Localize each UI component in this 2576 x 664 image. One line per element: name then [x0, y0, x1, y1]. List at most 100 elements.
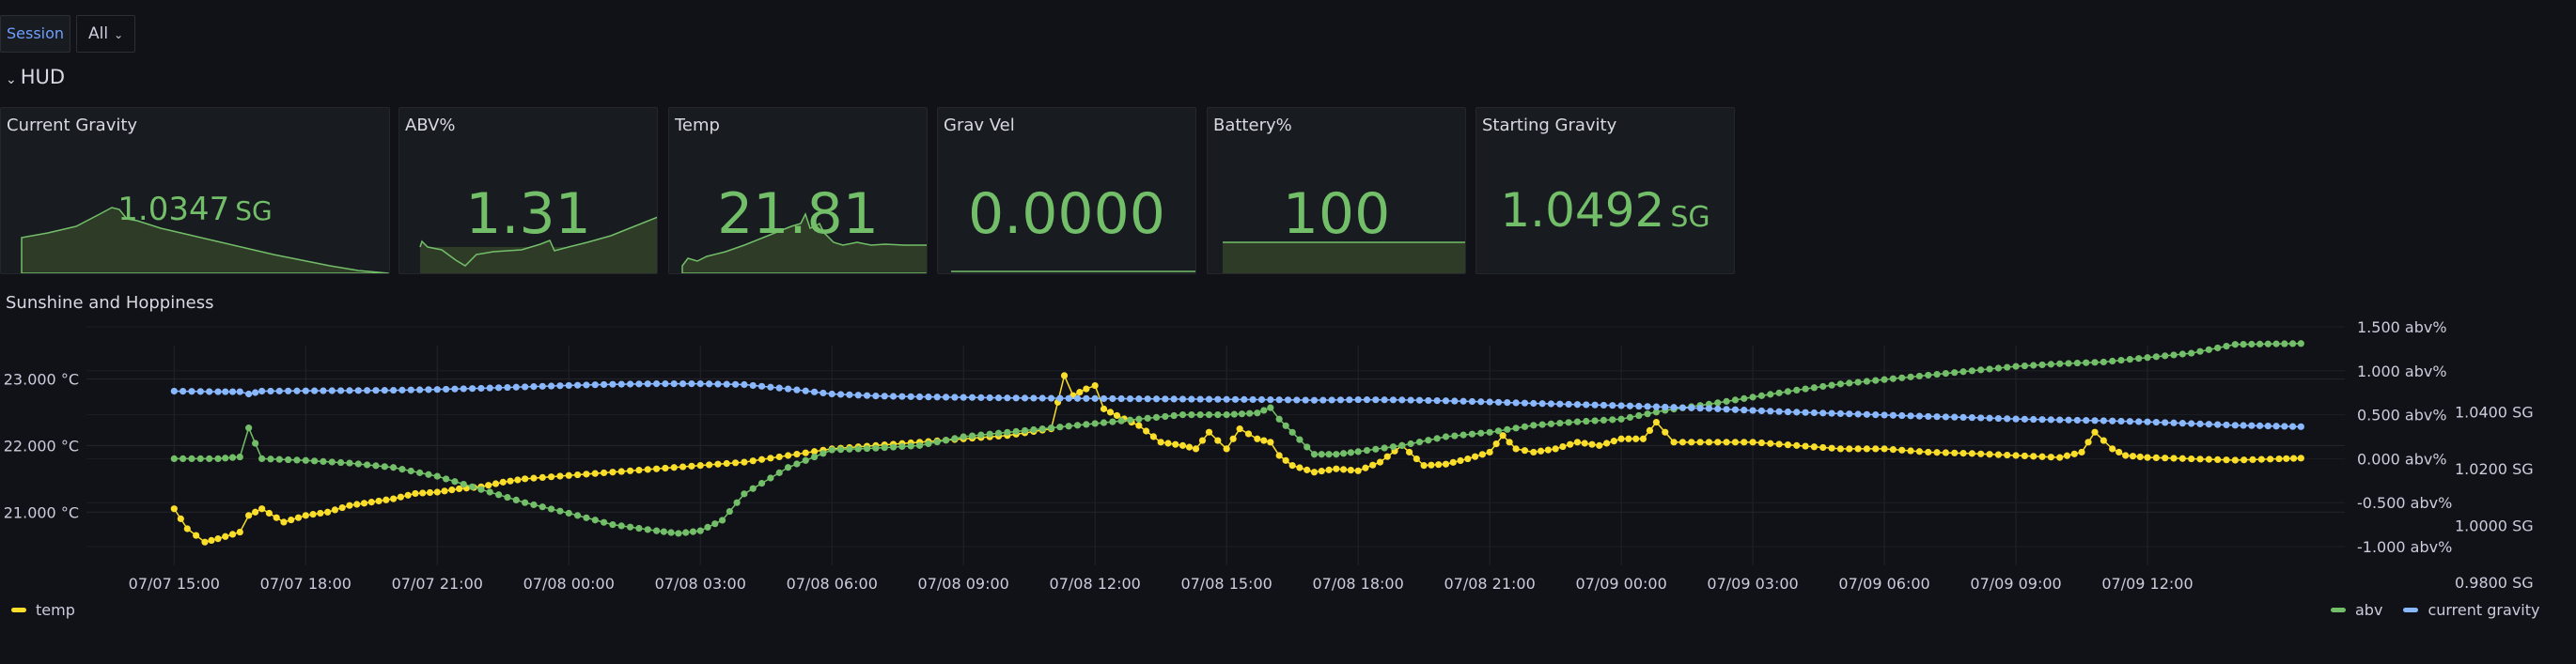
legend-item-current-gravity[interactable]: current gravity	[2403, 601, 2539, 619]
temp-point	[1205, 428, 1213, 436]
abv-point	[1407, 440, 1414, 448]
current-gravity-point	[1583, 401, 1590, 409]
temp-point	[1106, 409, 1115, 416]
temp-point	[2078, 448, 2085, 456]
temp-point	[1100, 405, 1108, 412]
current-gravity-point	[1328, 396, 1335, 404]
abv-point	[2297, 340, 2304, 347]
current-gravity-point	[1951, 413, 1959, 421]
abv-point	[1214, 411, 1222, 419]
temp-point	[670, 464, 678, 471]
current-gravity-point	[285, 387, 292, 394]
current-gravity-point	[1565, 400, 1572, 409]
current-gravity-point	[1986, 414, 1993, 422]
abv-point	[1933, 370, 1941, 378]
temp-point	[280, 518, 288, 526]
temp-point	[2249, 456, 2256, 463]
temp-point	[1530, 448, 1538, 456]
current-gravity-point	[793, 386, 801, 394]
current-gravity-point	[1319, 396, 1327, 404]
abv-point	[1836, 380, 1845, 388]
current-gravity-point	[1802, 409, 1809, 416]
current-gravity-point	[416, 386, 424, 394]
abv-point	[1030, 425, 1038, 434]
stat-value: 0.0000	[968, 181, 1165, 247]
temp-point	[1617, 435, 1625, 442]
abv-point	[1591, 417, 1599, 425]
temp-point	[1369, 461, 1377, 469]
current-gravity-point	[1249, 395, 1257, 404]
abv-point	[741, 490, 748, 498]
temp-point	[1325, 466, 1333, 473]
current-gravity-point	[1346, 396, 1353, 404]
abv-point	[1881, 376, 1888, 383]
temp-point	[1457, 456, 1464, 465]
panel-current-gravity[interactable]: Current Gravity 1.0347 SG	[0, 107, 390, 274]
abv-point	[1942, 370, 1949, 378]
temp-point	[617, 468, 625, 475]
temp-point	[214, 535, 222, 543]
temp-point	[1449, 458, 1457, 466]
current-gravity-point	[626, 380, 634, 388]
panel-abv[interactable]: ABV% 1.31	[398, 107, 658, 274]
abv-point	[1196, 411, 1204, 419]
temp-point	[1581, 440, 1588, 447]
abv-point	[802, 456, 809, 464]
temp-point	[591, 470, 599, 477]
abv-point	[228, 454, 237, 461]
current-gravity-point	[504, 383, 511, 392]
panel-temp[interactable]: Temp 21.81	[668, 107, 928, 274]
current-gravity-point	[1933, 413, 1941, 421]
temp-point	[1435, 461, 1443, 469]
abv-point	[1389, 443, 1397, 451]
temp-point	[2170, 455, 2178, 462]
current-gravity-point	[1231, 395, 1240, 403]
timeseries-chart[interactable]: 07/07 15:00 07/07 18:00 07/07 21:00 07/08 0…	[0, 319, 2576, 629]
current-gravity-point	[1705, 405, 1713, 412]
temp-point	[1696, 439, 1704, 446]
temp-point	[662, 464, 669, 472]
abv-point	[2152, 353, 2160, 361]
abv-point	[836, 446, 845, 454]
temp-point	[390, 495, 398, 502]
temp-point	[1731, 439, 1740, 446]
abv-point	[1223, 411, 1230, 419]
current-gravity-point	[1942, 413, 1949, 421]
gravity-axis-tick-label: 1.0000 SG	[2455, 517, 2534, 534]
session-variable-select[interactable]: All ⌄	[76, 15, 136, 53]
panel-starting-gravity[interactable]: Starting Gravity 1.0492 SG	[1475, 107, 1735, 274]
chevron-down-icon: ⌄	[114, 28, 124, 41]
current-gravity-point	[1012, 394, 1020, 402]
panel-battery[interactable]: Battery% 100	[1207, 107, 1466, 274]
current-gravity-point	[2205, 421, 2212, 428]
gravity-axis-tick-label: 0.9800 SG	[2455, 574, 2534, 592]
x-tick-label: 07/08 03:00	[655, 575, 746, 593]
current-gravity-point	[1600, 401, 1608, 409]
current-gravity-point	[1065, 394, 1072, 402]
temp-point	[309, 511, 317, 518]
current-gravity-point	[228, 388, 237, 395]
current-gravity-point	[495, 384, 503, 392]
abv-point	[1339, 450, 1348, 457]
temp-point	[353, 501, 361, 508]
abv-sparkline	[419, 216, 657, 273]
current-gravity-point	[188, 388, 195, 395]
temp-point	[2056, 454, 2064, 461]
temp-point	[1881, 445, 1888, 453]
temp-point	[514, 476, 522, 484]
current-gravity-point	[381, 387, 388, 394]
legend-item-abv[interactable]: abv	[2331, 601, 2382, 619]
current-gravity-point	[1381, 396, 1388, 404]
abv-point	[188, 455, 195, 462]
abv-point	[1310, 451, 1319, 458]
temp-point	[1413, 455, 1420, 463]
temp-point	[1198, 437, 1207, 444]
legend-item-temp[interactable]: temp	[11, 601, 75, 619]
row-collapse-toggle[interactable]: ⌄ HUD	[6, 66, 65, 88]
current-gravity-point	[2178, 420, 2186, 427]
abv-point	[354, 460, 362, 468]
temp-point	[749, 457, 757, 465]
abv-point	[1275, 415, 1283, 423]
panel-grav-vel[interactable]: Grav Vel 0.0000	[937, 107, 1196, 274]
temp-point	[2122, 452, 2130, 459]
